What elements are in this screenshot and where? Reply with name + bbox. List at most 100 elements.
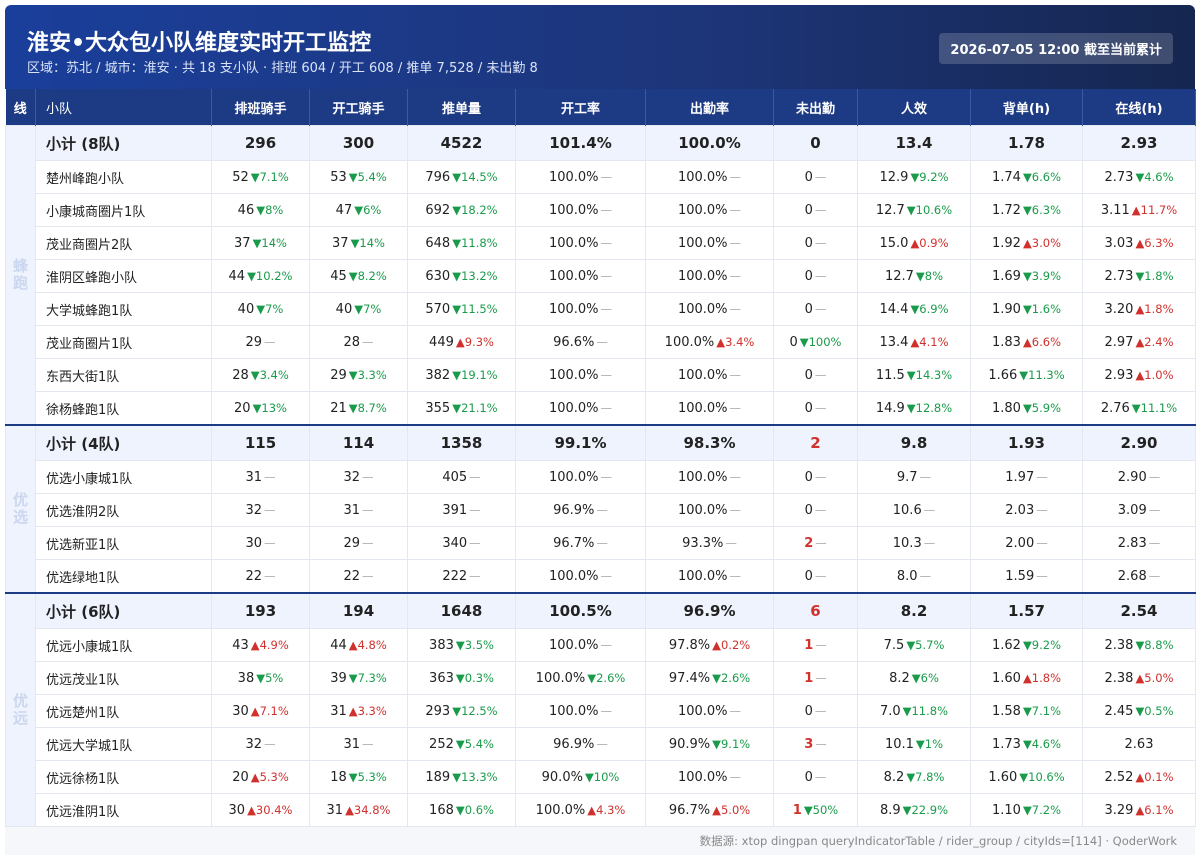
metric-cell: 31 ▲34.8% [309, 793, 408, 827]
metric-change: ▼3.3% [348, 367, 387, 382]
metric-change: ▼50% [803, 802, 839, 817]
metric-change: — [1036, 568, 1048, 583]
metric-value: 2.83 [1117, 535, 1147, 551]
metric-change: — [1148, 502, 1161, 517]
column-header: 开工率 [515, 89, 646, 126]
line-label: 蜂跑 [5, 125, 36, 426]
metric-value: 20 [234, 400, 251, 416]
metric-cell: 40 ▼7% [211, 292, 310, 326]
metric-change: — [814, 268, 827, 283]
metric-change: — [596, 334, 608, 349]
subtotal-cell: 4522 [407, 125, 516, 161]
metric-value: 1 [804, 670, 814, 686]
metric-cell: 252 ▼5.4% [407, 727, 516, 761]
metric-value: 1 [804, 637, 814, 653]
metric-cell: 0— [773, 391, 858, 426]
metric-value: 1.59 [1005, 568, 1035, 584]
metric-change: — [729, 169, 742, 184]
team-row: 大学城蜂跑1队 40 ▼7% 40 ▼7% 570 ▼11.5% 100.0% —100.0% —… [6, 292, 1196, 326]
metric-change: ▼1% [915, 736, 944, 751]
team-row: 茂业商圈片2队 37 ▼14% 37 ▼14% 648 ▼11.8% 100.0% —100.0… [6, 226, 1196, 260]
metric-change: ▼13.3% [452, 769, 498, 784]
metric-cell: 100.0% — [515, 694, 646, 728]
metric-change: — [814, 568, 827, 583]
metric-cell: 2.73 ▼1.8% [1082, 259, 1196, 293]
metric-value: 3.09 [1117, 502, 1147, 518]
team-name: 优远茂业1队 [35, 661, 212, 695]
metric-value: 2.52 [1104, 769, 1134, 785]
metric-cell: 10.6— [857, 493, 971, 527]
metric-value: 1.83 [991, 334, 1021, 350]
team-name: 楚州峰跑小队 [35, 160, 212, 194]
metric-value: 13.4 [879, 334, 909, 350]
metric-cell: 0— [773, 259, 858, 293]
metric-cell: 96.7% ▲5.0% [645, 793, 774, 827]
column-header: 背单(h) [970, 89, 1083, 126]
metric-value: 29 [330, 367, 347, 383]
metric-cell: 14.9 ▼12.8% [857, 391, 971, 426]
metric-change: ▼10% [584, 769, 620, 784]
metric-change: — [469, 535, 481, 550]
metric-change: ▼8% [256, 202, 284, 217]
subtotal-cell: 96.9% [645, 592, 774, 629]
metric-change: — [600, 268, 613, 283]
metric-change: ▲4.1% [910, 334, 949, 349]
metric-cell: 1.59— [970, 559, 1083, 594]
metric-value: 8.9 [879, 802, 901, 818]
metric-value: 1.60 [988, 769, 1018, 785]
metric-change: ▼21.1% [452, 400, 498, 415]
metric-value: 100.0% [548, 469, 599, 485]
metric-cell: 1.69 ▼3.9% [970, 259, 1083, 293]
metric-value: 293 [425, 703, 451, 719]
metric-change: ▼9.2% [1022, 637, 1061, 652]
metric-change: — [596, 535, 608, 550]
metric-change: — [362, 334, 374, 349]
column-header: 推单量 [407, 89, 516, 126]
metric-value: 382 [425, 367, 451, 383]
metric-value: 0 [804, 502, 813, 518]
metric-change: — [815, 637, 827, 652]
line-label: 优选 [5, 424, 36, 594]
subtotal-cell: 115 [211, 424, 310, 461]
metric-value: 2.00 [1005, 535, 1035, 551]
metric-change: — [729, 367, 742, 382]
metric-value: 100.0% [677, 568, 728, 584]
metric-cell: 96.7% — [515, 526, 646, 560]
metric-change: ▼6% [911, 670, 939, 685]
team-row: 优远小康城1队 43 ▲4.9% 44 ▲4.8% 383 ▼3.5% 100.0% —97.8… [6, 628, 1196, 662]
metric-cell: 1.10 ▼7.2% [970, 793, 1083, 827]
metric-cell: 46 ▼8% [211, 193, 310, 227]
metric-change: — [600, 400, 613, 415]
metric-value: 1.58 [991, 703, 1021, 719]
metric-value: 1.66 [988, 367, 1018, 383]
metric-change: ▲4.3% [587, 802, 626, 817]
metric-cell: 100.0% — [645, 391, 774, 426]
column-header: 在线(h) [1082, 89, 1196, 126]
metric-value: 2.76 [1100, 400, 1130, 416]
metric-value: 96.9% [553, 502, 595, 518]
metric-value: 2 [804, 535, 814, 551]
team-name: 优远淮阴1队 [35, 793, 212, 827]
metric-value: 53 [330, 169, 347, 185]
metric-change: — [264, 568, 276, 583]
subtotal-cell: 99.1% [515, 424, 646, 461]
column-header: 未出勤 [773, 89, 858, 126]
metric-change: ▼22.9% [902, 802, 949, 817]
metric-value: 2.38 [1104, 670, 1134, 686]
metric-value: 1.90 [991, 301, 1021, 317]
metric-cell: 355 ▼21.1% [407, 391, 516, 426]
metric-cell: 10.1 ▼1% [857, 727, 971, 761]
subtotal-cell: 193 [211, 592, 310, 629]
metric-change: — [729, 301, 742, 316]
header-row: 线小队 排班骑手 开工骑手 推单量 开工率 出勤率 未出勤 人效 背单(h) 在线(h) [5, 89, 1196, 126]
team-row: 优选淮阴2队 32—31—391—96.9% —100.0% —0—10.6—2.03… [6, 493, 1196, 527]
team-row: 优远徐杨1队 20 ▲5.3% 18 ▼5.3% 189 ▼13.3% 90.0% ▼10% 10… [6, 760, 1196, 794]
team-row: 优选新亚1队 30—29—340—96.7% —93.3% —2—10.3—2.00—… [6, 526, 1196, 560]
metric-change: — [815, 736, 827, 751]
metric-cell: 1.60 ▲1.8% [970, 661, 1083, 695]
metric-cell: 96.9% — [515, 493, 646, 527]
metric-change: — [264, 535, 276, 550]
metric-cell: 2.76 ▼11.1% [1082, 391, 1196, 426]
metric-value: 96.6% [553, 334, 595, 350]
